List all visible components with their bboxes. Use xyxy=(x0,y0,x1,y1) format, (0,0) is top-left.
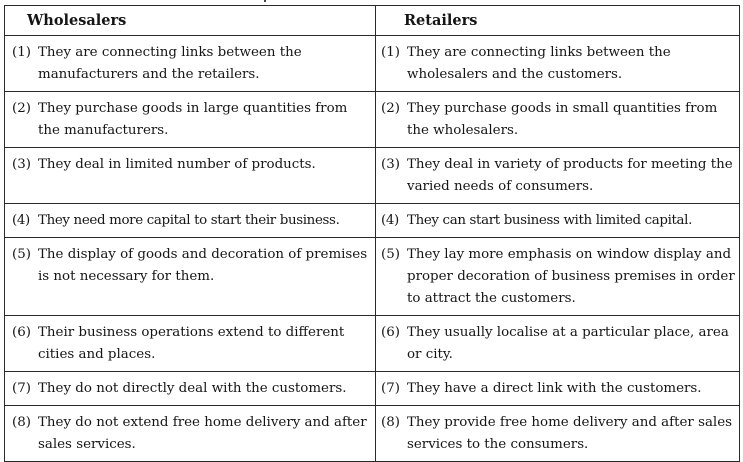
item-number: (8) xyxy=(12,415,31,430)
item-text: They purchase goods in small quantities … xyxy=(407,101,718,138)
item-number: (4) xyxy=(12,213,30,228)
retailer-cell: (3) They deal in variety of products for … xyxy=(375,147,740,204)
table-row: (8) They do not extend free home delivery… xyxy=(4,405,740,462)
item-text: They deal in variety of products for mee… xyxy=(407,157,733,194)
table-row: (1) They are connecting links between the… xyxy=(4,35,740,92)
wholesaler-cell: (4) They need more capital to start their… xyxy=(4,203,376,238)
retailer-cell: (1) They are connecting links between the… xyxy=(375,35,740,92)
item-number: (3) xyxy=(12,157,31,172)
item-text: They provide free home delivery and afte… xyxy=(407,415,733,452)
comparison-table: Wholesalers Retailers (1) They are connec… xyxy=(4,5,740,462)
wholesaler-cell: (2) They purchase goods in large quantiti… xyxy=(4,91,376,148)
item-number: (6) xyxy=(12,325,31,340)
table-row: (4) They need more capital to start their… xyxy=(4,203,740,238)
item-text: They are connecting links between the wh… xyxy=(407,45,671,82)
wholesaler-cell: (8) They do not extend free home delivery… xyxy=(4,405,376,462)
retailer-cell: (8) They provide free home delivery and a… xyxy=(375,405,740,462)
table-row: (6) Their business operations extend to d… xyxy=(4,315,740,372)
wholesaler-cell: (5) The display of goods and decoration o… xyxy=(4,237,376,316)
item-text: They lay more emphasis on window display… xyxy=(407,247,735,306)
item-number: (6) xyxy=(381,325,400,340)
item-number: (8) xyxy=(381,415,400,430)
wholesaler-cell: (6) Their business operations extend to d… xyxy=(4,315,376,372)
table-row: (5) The display of goods and decoration o… xyxy=(4,237,740,316)
item-number: (7) xyxy=(381,381,400,396)
retailer-cell: (5) They lay more emphasis on window disp… xyxy=(375,237,740,316)
item-number: (2) xyxy=(12,101,31,116)
header-retailers: Retailers xyxy=(375,5,740,36)
item-number: (5) xyxy=(381,247,400,262)
item-text: The display of goods and decoration of p… xyxy=(38,247,368,284)
item-number: (2) xyxy=(381,101,400,116)
item-number: (5) xyxy=(12,247,31,262)
table-row: (7) They do not directly deal with the cu… xyxy=(4,371,740,406)
item-number: (1) xyxy=(381,45,400,60)
item-number: (4) xyxy=(381,213,399,228)
item-text: Their business operations extend to diff… xyxy=(38,325,345,362)
header-wholesalers: Wholesalers xyxy=(4,5,376,36)
item-number: (1) xyxy=(12,45,31,60)
item-text: They do not directly deal with the custo… xyxy=(38,381,347,396)
retailer-cell: (7) They have a direct link with the cust… xyxy=(375,371,740,406)
retailer-cell: (4) They can start business with limited … xyxy=(375,203,740,238)
item-text: They purchase goods in large quantities … xyxy=(38,101,348,138)
comparison-table-container: Wholesalers Retailers (1) They are connec… xyxy=(4,5,740,462)
wholesaler-cell: (1) They are connecting links between the… xyxy=(4,35,376,92)
retailer-cell: (2) They purchase goods in small quantiti… xyxy=(375,91,740,148)
item-text: They deal in limited number of products. xyxy=(38,157,316,172)
item-text: They have a direct link with the custome… xyxy=(407,381,702,396)
scan-mark xyxy=(264,0,266,2)
table-row: (3) They deal in limited number of produc… xyxy=(4,147,740,204)
item-text: They need more capital to start their bu… xyxy=(38,213,340,228)
item-text: They can start business with limited cap… xyxy=(407,213,693,228)
item-text: They do not extend free home delivery an… xyxy=(38,415,367,452)
wholesaler-cell: (3) They deal in limited number of produc… xyxy=(4,147,376,204)
header-row: Wholesalers Retailers xyxy=(4,5,740,36)
item-number: (7) xyxy=(12,381,31,396)
item-text: They usually localise at a particular pl… xyxy=(407,325,729,362)
item-number: (3) xyxy=(381,157,400,172)
item-text: They are connecting links between the ma… xyxy=(38,45,302,82)
wholesaler-cell: (7) They do not directly deal with the cu… xyxy=(4,371,376,406)
retailer-cell: (6) They usually localise at a particular… xyxy=(375,315,740,372)
table-row: (2) They purchase goods in large quantiti… xyxy=(4,91,740,148)
